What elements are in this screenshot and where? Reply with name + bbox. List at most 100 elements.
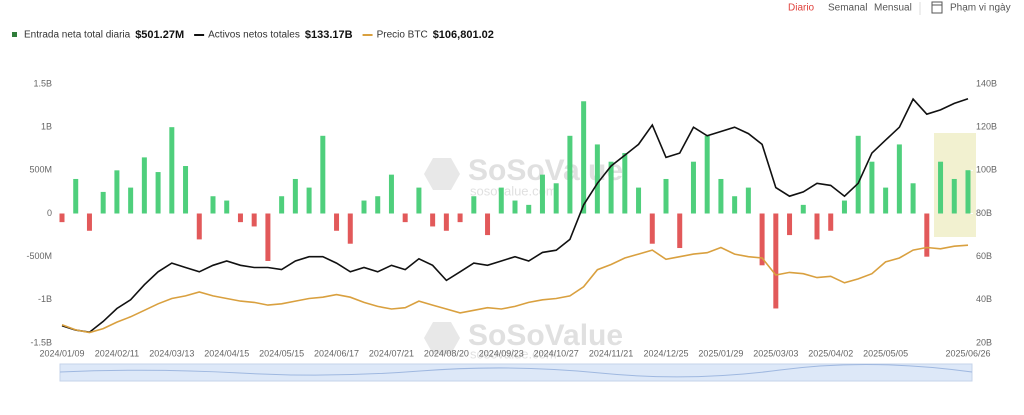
bar: [690, 161, 696, 214]
bar: [622, 153, 628, 214]
x-tick-label: 2024/06/17: [314, 348, 359, 358]
y2-tick-label: 60B: [976, 251, 992, 261]
y2-tick-label: 40B: [976, 294, 992, 304]
tab-monthly[interactable]: Mensual: [874, 3, 912, 14]
y2-tick-label: 80B: [976, 208, 992, 218]
bar: [636, 187, 642, 214]
bar: [114, 170, 120, 214]
bar: [745, 187, 751, 214]
bar: [347, 213, 353, 244]
x-tick-label: 2024/10/27: [534, 348, 579, 358]
toolbar: Diario Semanal Mensual Phạm vi ngày: [788, 1, 1011, 15]
bar: [512, 200, 518, 214]
bar: [265, 213, 271, 261]
bar: [237, 213, 243, 223]
bar: [155, 172, 161, 214]
legend-label: Activos netos totales: [208, 30, 300, 41]
date-range-button[interactable]: Phạm vi ngày: [950, 3, 1011, 14]
bar: [581, 101, 587, 214]
bar: [128, 187, 134, 214]
tab-weekly[interactable]: Semanal: [828, 3, 867, 14]
bar: [100, 191, 106, 214]
bar: [416, 187, 422, 214]
bar: [210, 196, 216, 214]
bar: [251, 213, 257, 227]
bar: [485, 213, 491, 236]
bar: [292, 178, 298, 214]
legend-value: $106,801.02: [433, 29, 494, 41]
bar: [841, 200, 847, 214]
bar: [924, 213, 930, 257]
x-tick-label: 2024/03/13: [149, 348, 194, 358]
bar: [224, 200, 230, 214]
bar: [306, 187, 312, 214]
bar: [608, 161, 614, 214]
bar: [498, 187, 504, 214]
x-tick-label: 2025/06/26: [945, 348, 990, 358]
y-tick-label: 1B: [41, 122, 52, 132]
watermark-site: sosovalue.com: [470, 346, 557, 361]
bar: [471, 196, 477, 214]
minimap-wave: [59, 363, 973, 378]
y-tick-label: -500M: [26, 251, 52, 261]
bar: [883, 187, 889, 214]
y-tick-label: -1B: [38, 294, 52, 304]
bar: [443, 213, 449, 231]
bar: [334, 213, 340, 231]
bar: [361, 200, 367, 214]
y2-tick-label: 100B: [976, 165, 997, 175]
bar: [402, 213, 408, 223]
legend-value: $501.27M: [135, 29, 184, 41]
bar: [567, 135, 573, 214]
legend-item: Activos netos totales $133.17B: [194, 29, 353, 41]
watermark-site: sosovalue.com: [470, 183, 557, 198]
bar: [279, 196, 285, 214]
bar: [553, 183, 559, 214]
bar: [196, 213, 202, 240]
bar: [141, 157, 147, 214]
bar: [73, 178, 79, 214]
bar: [594, 144, 600, 214]
bar: [457, 213, 463, 223]
x-tick-label: 2024/04/15: [204, 348, 249, 358]
bar: [800, 204, 806, 214]
bar: [938, 161, 944, 214]
bar: [965, 170, 971, 214]
x-tick-label: 2024/07/21: [369, 348, 414, 358]
y-tick-label: 0: [47, 208, 52, 218]
legend-label: Precio BTC: [377, 30, 428, 41]
y2-tick-label: 20B: [976, 337, 992, 347]
x-tick-label: 2025/04/02: [808, 348, 853, 358]
y-tick-label: 1.5B: [33, 78, 52, 88]
legend-value: $133.17B: [305, 29, 353, 41]
legend-swatch: [12, 32, 17, 37]
bar: [649, 213, 655, 244]
line: [61, 97, 969, 334]
bar: [732, 196, 738, 214]
minimap: [59, 363, 973, 382]
y2-tick-label: 140B: [976, 78, 997, 88]
bar: [773, 213, 779, 309]
tab-daily[interactable]: Diario: [788, 3, 815, 14]
watermark: SoSoValue sosovalue.com SoSoValue sosova…: [424, 154, 623, 361]
bar: [759, 213, 765, 266]
bar: [896, 144, 902, 214]
bar: [320, 135, 326, 214]
bar: [910, 183, 916, 214]
x-tick-label: 2024/08/20: [424, 348, 469, 358]
bar: [375, 196, 381, 214]
bar: [869, 161, 875, 214]
bar: [828, 213, 834, 231]
bar: [86, 213, 92, 231]
x-tick-label: 2024/02/11: [95, 348, 139, 358]
bar: [704, 135, 710, 214]
bar: [951, 178, 957, 214]
line: [61, 244, 969, 334]
bar: [526, 204, 532, 214]
x-tick-label: 2025/05/05: [863, 348, 908, 358]
bar: [814, 213, 820, 240]
minimap-track: [59, 363, 973, 382]
bar: [677, 213, 683, 249]
x-tick-label: 2024/09/23: [479, 348, 524, 358]
